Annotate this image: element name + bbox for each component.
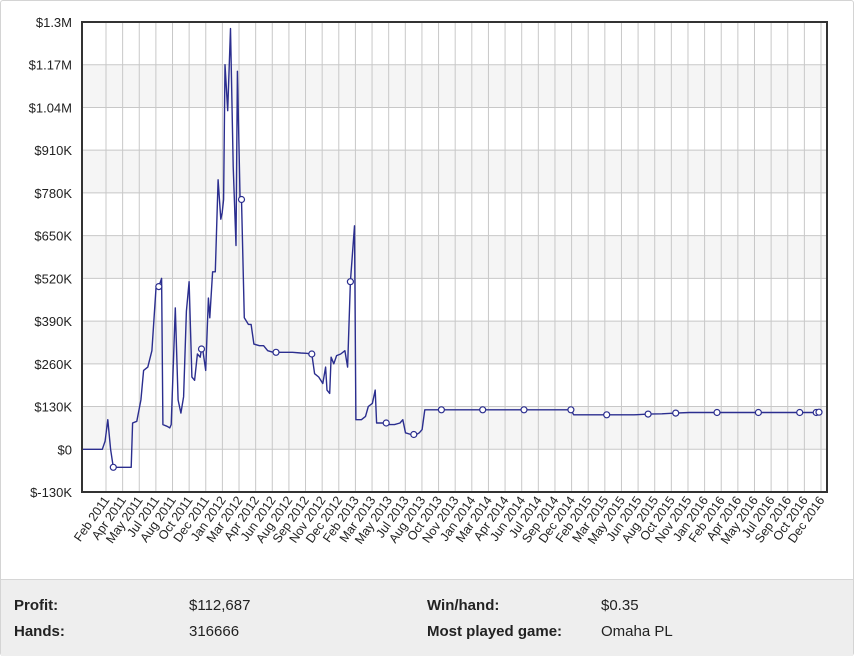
- data-marker: [603, 411, 611, 419]
- plot-border: [81, 21, 828, 493]
- data-marker: [713, 408, 721, 417]
- data-marker: [754, 408, 763, 417]
- data-marker: [197, 345, 206, 353]
- y-tick-label: $1.3M: [36, 15, 72, 30]
- y-tick-label: $910K: [34, 143, 72, 158]
- data-marker: [567, 406, 575, 414]
- data-marker: [382, 419, 390, 427]
- winhand-value: $0.35: [601, 597, 639, 614]
- profit-label: Profit:: [14, 597, 59, 614]
- y-tick-label: $390K: [34, 314, 72, 329]
- stats-bar: Profit: $112,687 Win/hand: $0.35 Hands: …: [1, 579, 853, 656]
- plot-band: [82, 150, 827, 193]
- data-marker: [672, 409, 680, 417]
- y-axis-ticks: $-130K $0 $130K $260K $390K $520K $650K $780K $9…: [29, 15, 73, 500]
- data-marker: [437, 406, 445, 414]
- data-marker: [410, 430, 418, 439]
- y-tick-label: $-130K: [30, 485, 72, 500]
- data-marker: [644, 410, 652, 418]
- plot-background: [82, 22, 827, 492]
- data-marker: [346, 278, 354, 286]
- plot-band: [82, 321, 827, 364]
- y-tick-label: $650K: [34, 229, 72, 244]
- y-tick-label: $1.17M: [29, 58, 72, 73]
- marker-layer: [109, 195, 823, 471]
- y-tick-label: $130K: [34, 400, 72, 415]
- plot-band: [82, 235, 827, 279]
- y-tick-label: $780K: [34, 186, 72, 201]
- y-tick-label: $0: [58, 442, 72, 457]
- series-line: [83, 27, 820, 468]
- data-marker: [308, 350, 316, 358]
- data-marker: [109, 463, 117, 471]
- data-marker: [520, 406, 528, 414]
- hands-value: 316666: [189, 623, 240, 640]
- y-tick-label: $260K: [34, 357, 72, 372]
- series-line-layer: [83, 27, 820, 468]
- hands-label: Hands:: [14, 623, 65, 640]
- data-marker: [237, 195, 246, 204]
- data-marker: [796, 408, 804, 417]
- plot-band: [82, 64, 827, 108]
- data-marker: [272, 348, 280, 356]
- y-tick-label: $1.04M: [29, 100, 72, 115]
- y-tick-label: $520K: [34, 271, 72, 286]
- data-marker: [155, 283, 163, 291]
- game-value: Omaha PL: [601, 623, 673, 640]
- data-marker: [815, 408, 823, 416]
- profit-chart: $-130K $0 $130K $260K $390K $520K $650K $780K $9…: [29, 15, 828, 547]
- data-marker: [479, 406, 487, 414]
- winhand-label: Win/hand:: [427, 597, 500, 614]
- game-label: Most played game:: [427, 623, 563, 640]
- profit-value: $112,687: [189, 597, 251, 614]
